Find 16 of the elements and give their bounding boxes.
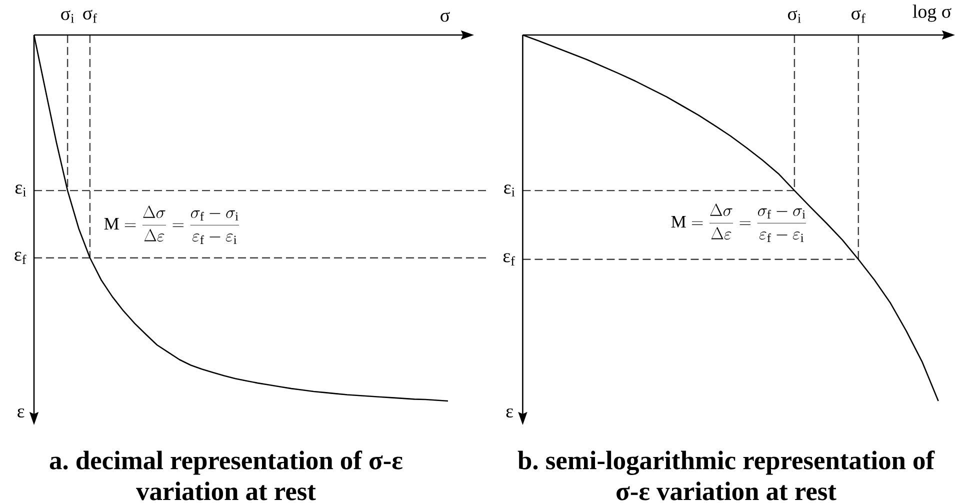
annotation: $\mathrm{M}=\frac{\Delta\sigma}{\Delta\varepsilon}=\frac{\sigma_{\mathrm{f}}-\sigma_{\mathrm{i}}}{\varepsilon_{\mathrm{f}}-\varepsilon_{\mathrm{i}}}$ [104, 206, 239, 244]
y-axis-title: ε [506, 408, 513, 418]
ref-line-label: ε$_{f}$ [503, 253, 515, 266]
x-tick-label: σ$_{f}$ [83, 10, 97, 23]
x-axis-title: σ [440, 12, 450, 22]
x-tick-label: σ$_{f}$ [852, 10, 866, 23]
ref-line-label: ε$_{f}$ [14, 252, 26, 264]
text: b. semi-logarithmic representation of σ-ε variation at rest [518, 450, 935, 500]
x-axis-title: log σ [912, 4, 952, 22]
ref-line-label: ε$_{i}$ [504, 184, 515, 196]
y-axis-title: ε [18, 408, 24, 418]
annotation: $\mathrm{M}=\frac{\Delta\sigma}{\Delta\varepsilon}=\frac{\sigma_{\mathrm{f}}-\sigma_{\mathrm{i}}}{\varepsilon_{\mathrm{f}}-\varepsilon_{\mathrm{i}}}$ [671, 204, 806, 242]
x-tick-label: σ$_{i}$ [61, 10, 74, 23]
text: a. decimal representation of σ-ε variation at rest [50, 450, 402, 500]
ref-line-label: ε$_{i}$ [15, 184, 26, 196]
x-tick-label: σ$_{i}$ [788, 10, 801, 23]
